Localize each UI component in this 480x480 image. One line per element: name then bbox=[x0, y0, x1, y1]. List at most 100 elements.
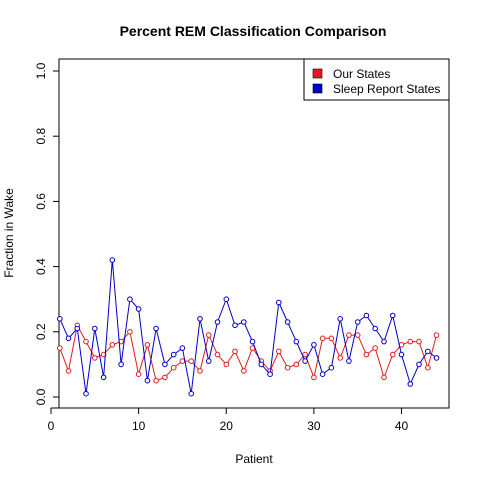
data-point bbox=[214, 351, 221, 358]
data-point bbox=[118, 361, 124, 368]
data-point bbox=[205, 332, 212, 338]
data-point bbox=[328, 364, 335, 371]
data-point bbox=[83, 390, 89, 397]
data-point bbox=[65, 368, 72, 374]
data-point bbox=[170, 351, 177, 358]
data-point bbox=[223, 296, 230, 303]
data-point bbox=[416, 361, 422, 368]
data-point bbox=[337, 316, 344, 322]
data-point bbox=[162, 374, 168, 381]
data-point bbox=[179, 345, 186, 351]
data-point bbox=[232, 348, 238, 355]
data-point bbox=[372, 325, 379, 332]
data-point bbox=[65, 335, 72, 342]
data-point bbox=[276, 299, 282, 306]
data-point bbox=[398, 351, 405, 358]
data-point bbox=[302, 351, 308, 358]
data-point bbox=[381, 374, 387, 381]
data-point bbox=[100, 374, 107, 381]
data-point bbox=[267, 371, 273, 378]
data-point bbox=[135, 371, 142, 378]
data-point bbox=[153, 325, 159, 332]
data-point bbox=[135, 306, 142, 312]
legend-swatch bbox=[312, 83, 323, 94]
y-tick-label: 0.4 bbox=[34, 258, 48, 275]
x-tick-label: 20 bbox=[220, 419, 234, 433]
y-tick-label: 0.8 bbox=[34, 128, 48, 145]
data-point bbox=[57, 345, 63, 351]
data-point bbox=[284, 319, 291, 325]
y-tick-label: 0.6 bbox=[34, 193, 48, 210]
data-point bbox=[354, 319, 361, 325]
series-layer bbox=[57, 257, 440, 397]
data-point bbox=[205, 358, 212, 364]
data-point bbox=[223, 361, 230, 368]
data-point bbox=[197, 316, 203, 322]
x-tick-label: 30 bbox=[307, 419, 321, 433]
data-point bbox=[74, 325, 81, 332]
data-point bbox=[433, 332, 440, 338]
data-point bbox=[188, 390, 194, 397]
y-tick-label: 0.2 bbox=[34, 323, 48, 340]
x-axis: 0 10 20 30 40 bbox=[48, 407, 409, 433]
data-point bbox=[311, 374, 317, 381]
data-point bbox=[293, 361, 300, 368]
data-point bbox=[389, 312, 396, 319]
data-point bbox=[433, 355, 440, 361]
data-point bbox=[57, 316, 63, 322]
data-point bbox=[363, 351, 370, 358]
data-point bbox=[109, 342, 116, 348]
data-point bbox=[425, 348, 431, 355]
data-point bbox=[249, 338, 256, 345]
data-point bbox=[197, 368, 203, 374]
data-point bbox=[109, 257, 116, 263]
y-tick-label: 0.0 bbox=[34, 388, 48, 405]
x-tick-label: 40 bbox=[395, 419, 409, 433]
x-tick-label: 0 bbox=[48, 419, 55, 433]
data-point bbox=[416, 338, 422, 345]
data-point bbox=[127, 329, 133, 335]
data-point bbox=[407, 338, 414, 345]
data-point bbox=[346, 332, 352, 338]
data-point bbox=[319, 335, 326, 342]
y-axis: 0.0 0.2 0.4 0.6 0.8 1.0 bbox=[34, 62, 60, 405]
series-line bbox=[59, 260, 437, 394]
data-point bbox=[389, 351, 396, 358]
series-sleep-report-states bbox=[57, 257, 440, 397]
data-point bbox=[284, 364, 291, 371]
data-point bbox=[293, 338, 300, 345]
data-point bbox=[127, 296, 133, 303]
series-line bbox=[59, 323, 437, 382]
data-point bbox=[328, 335, 335, 342]
data-point bbox=[258, 361, 265, 368]
data-point bbox=[354, 332, 361, 338]
legend-label: Our States bbox=[333, 67, 390, 81]
data-point bbox=[153, 377, 159, 384]
legend-box bbox=[303, 58, 450, 101]
data-point bbox=[346, 358, 352, 364]
data-point bbox=[214, 319, 221, 325]
data-point bbox=[276, 348, 282, 355]
data-point bbox=[179, 358, 186, 364]
data-point bbox=[425, 364, 431, 371]
data-point bbox=[319, 371, 326, 378]
data-point bbox=[83, 338, 89, 345]
data-point bbox=[372, 345, 379, 351]
data-point bbox=[170, 364, 177, 371]
data-point bbox=[92, 355, 98, 361]
x-axis-label: Patient bbox=[235, 452, 273, 466]
data-point bbox=[162, 361, 168, 368]
data-point bbox=[302, 358, 308, 364]
data-point bbox=[241, 319, 247, 325]
data-point bbox=[337, 355, 344, 361]
chart-title: Percent REM Classification Comparison bbox=[120, 23, 387, 39]
data-point bbox=[144, 342, 151, 348]
data-point bbox=[144, 377, 151, 384]
data-point bbox=[188, 358, 194, 364]
data-point bbox=[363, 312, 370, 319]
data-point bbox=[232, 322, 238, 329]
x-tick-label: 10 bbox=[132, 419, 146, 433]
legend-swatch bbox=[312, 68, 323, 79]
